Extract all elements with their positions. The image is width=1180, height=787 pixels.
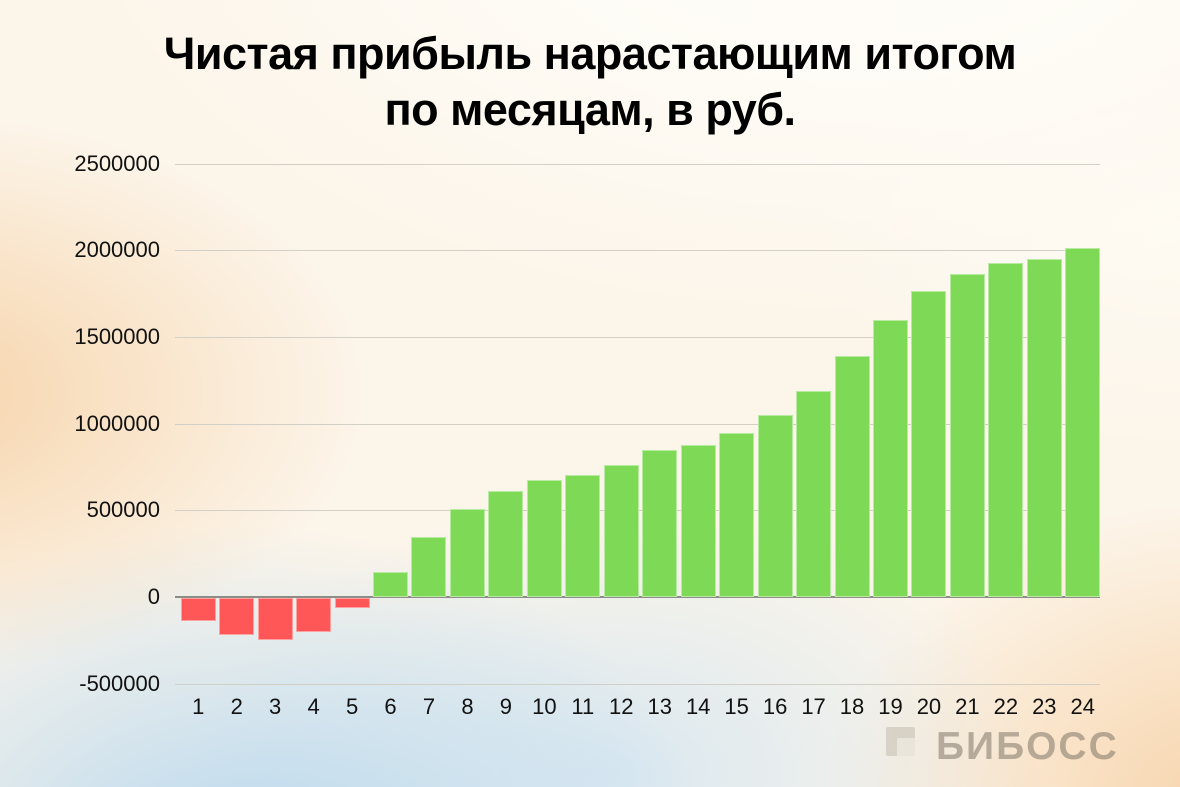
x-axis-tick-label: 3: [269, 694, 282, 719]
chart-title-line-1: Чистая прибыль нарастающим итогом: [163, 28, 1017, 79]
x-axis-tick-label: 10: [532, 694, 557, 719]
y-axis-tick-label: 2000000: [74, 237, 160, 263]
bar-month-23: [1026, 258, 1062, 597]
bar-month-19: [872, 320, 908, 597]
x-axis-tick-label: 8: [461, 694, 474, 719]
gridline: [175, 163, 1100, 165]
bar-month-4: [296, 598, 332, 632]
x-axis-tick-label: 22: [993, 694, 1019, 719]
gridline: [175, 336, 1100, 338]
biboss-logo-icon: [886, 727, 926, 767]
bar-month-17: [796, 390, 832, 597]
x-axis-tick-label: 4: [307, 694, 320, 719]
bar-month-24: [1065, 247, 1101, 597]
bar-month-7: [411, 537, 447, 597]
bar-month-8: [449, 508, 485, 597]
bar-month-21: [949, 273, 985, 597]
y-axis-tick-label: -500000: [79, 670, 160, 696]
x-axis-tick-label: 21: [955, 694, 980, 719]
y-axis-tick-label: 1000000: [74, 410, 160, 436]
x-axis-tick-label: 2: [230, 694, 243, 719]
x-axis-tick-label: 5: [345, 694, 359, 719]
bar-month-2: [219, 598, 255, 636]
x-axis-tick-label: 24: [1070, 694, 1095, 719]
y-axis-tick-label: 1500000: [74, 323, 160, 349]
y-axis-tick-label: 500000: [86, 497, 160, 523]
x-axis-tick-label: 7: [422, 694, 436, 719]
x-axis-tick-label: 19: [878, 694, 903, 719]
gridline: [175, 423, 1100, 425]
x-axis-tick-label: 16: [762, 694, 788, 719]
x-axis-tick-label: 12: [609, 694, 634, 719]
chart-title-line-2: по месяцам, в руб.: [384, 84, 796, 135]
bar-month-16: [757, 414, 793, 597]
bar-month-18: [834, 355, 870, 597]
bar-month-11: [565, 474, 601, 597]
x-axis-tick-label: 17: [801, 694, 826, 719]
x-axis-tick-label: 14: [685, 694, 711, 719]
y-axis-tick-label: 0: [147, 584, 160, 609]
bar-month-20: [911, 290, 947, 597]
x-axis-tick-label: 9: [499, 694, 513, 719]
logo-square-light: [897, 738, 926, 767]
bar-month-5: [334, 598, 370, 608]
watermark: БИБОСС: [886, 726, 1119, 768]
bar-month-14: [680, 445, 716, 597]
bar-month-10: [526, 479, 562, 597]
bar-month-13: [642, 449, 678, 597]
bar-month-3: [257, 598, 293, 641]
x-axis-tick-label: 13: [647, 694, 672, 719]
zero-axis-line: [175, 596, 1100, 598]
bar-month-6: [373, 571, 409, 597]
gridline: [175, 250, 1100, 252]
bar-month-9: [488, 491, 524, 597]
x-axis-tick-label: 6: [384, 694, 397, 719]
bar-month-1: [180, 598, 216, 621]
bar-month-22: [988, 263, 1024, 597]
x-axis-tick-label: 23: [1032, 694, 1057, 719]
gridline: [175, 683, 1100, 685]
x-axis-tick-label: 18: [839, 694, 865, 719]
y-axis-tick-label: 2500000: [74, 150, 160, 176]
x-axis-tick-label: 15: [724, 694, 749, 719]
watermark-brand-text: БИБОСС: [936, 725, 1119, 768]
x-axis-tick-label: 1: [192, 694, 205, 719]
chart-title: Чистая прибыль нарастающим итогом по мес…: [0, 26, 1180, 138]
bar-month-15: [719, 433, 755, 597]
x-axis-tick-label: 20: [916, 694, 942, 719]
bar-month-12: [603, 465, 639, 597]
x-axis-tick-label: 11: [571, 694, 595, 719]
